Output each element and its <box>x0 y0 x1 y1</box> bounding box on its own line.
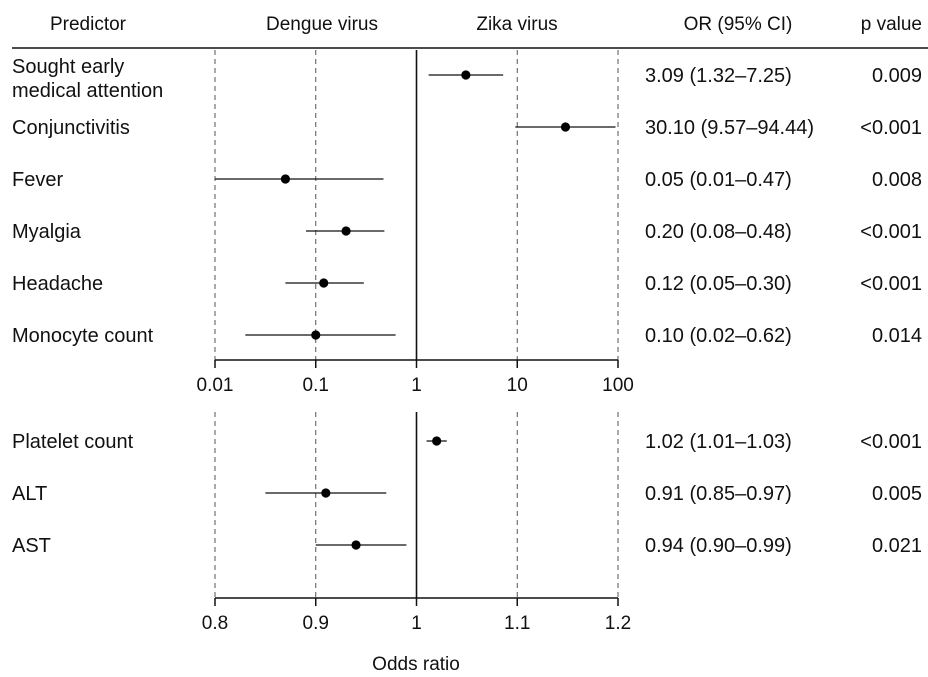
or-ci-value: 0.10 (0.02–0.62) <box>645 325 792 347</box>
predictor-label: Sought early <box>12 56 124 78</box>
p-value: <0.001 <box>860 273 922 295</box>
p-value: 0.014 <box>872 325 922 347</box>
predictor-label: AST <box>12 535 51 557</box>
or-ci-value: 0.20 (0.08–0.48) <box>645 221 792 243</box>
predictor-label-line2: medical attention <box>12 80 163 102</box>
or-ci-value: 1.02 (1.01–1.03) <box>645 431 792 453</box>
x-tick-label-1: 0.1 <box>303 375 329 396</box>
x-tick-label-3: 10 <box>507 375 528 396</box>
point-estimate <box>280 174 291 184</box>
x-tick-label-3: 1.1 <box>504 613 530 634</box>
or-ci-value: 3.09 (1.32–7.25) <box>645 65 792 87</box>
p-value: <0.001 <box>860 431 922 453</box>
point-estimate <box>321 488 331 498</box>
panel-2: 0.8 0.9 1 1.1 1.2 Platelet count 1.02 (1.01–1.… <box>12 412 922 634</box>
point-estimate <box>351 540 361 550</box>
point-estimate <box>311 330 321 340</box>
or-ci-value: 0.12 (0.05–0.30) <box>645 273 792 295</box>
point-estimate <box>341 226 351 236</box>
header-zika-virus: Zika virus <box>476 14 557 35</box>
or-ci-value: 0.05 (0.01–0.47) <box>645 169 792 191</box>
x-tick-label-4: 100 <box>602 375 634 396</box>
or-ci-value: 0.94 (0.90–0.99) <box>645 535 792 557</box>
x-tick-label-0: 0.01 <box>197 375 234 396</box>
predictor-label: Conjunctivitis <box>12 117 130 139</box>
or-ci-value: 0.91 (0.85–0.97) <box>645 483 792 505</box>
predictor-label: Fever <box>12 169 63 191</box>
p-value: 0.009 <box>872 65 922 87</box>
point-estimate <box>461 70 471 80</box>
predictor-label: Headache <box>12 273 103 295</box>
x-tick-label-2: 1 <box>411 375 422 396</box>
p-value: 0.008 <box>872 169 922 191</box>
p-value: <0.001 <box>860 117 922 139</box>
x-tick-label-4: 1.2 <box>605 613 631 634</box>
header-dengue-virus: Dengue virus <box>266 14 378 35</box>
p-value: 0.005 <box>872 483 922 505</box>
predictor-label: Monocyte count <box>12 325 154 347</box>
header-p-value: p value <box>861 14 922 35</box>
predictor-label: Platelet count <box>12 431 134 453</box>
point-estimate <box>560 122 571 132</box>
header-predictor: Predictor <box>50 14 127 35</box>
predictor-label: Myalgia <box>12 221 82 243</box>
x-tick-label-2: 1 <box>411 613 422 634</box>
p-value: <0.001 <box>860 221 922 243</box>
point-estimate <box>432 436 442 446</box>
point-estimate <box>319 278 329 288</box>
predictor-label: ALT <box>12 483 47 505</box>
x-tick-label-0: 0.8 <box>202 613 228 634</box>
x-tick-label-1: 0.9 <box>303 613 329 634</box>
x-axis-title: Odds ratio <box>372 654 460 675</box>
p-value: 0.021 <box>872 535 922 557</box>
header-or-ci: OR (95% CI) <box>684 14 793 35</box>
or-ci-value: 30.10 (9.57–94.44) <box>645 117 814 139</box>
